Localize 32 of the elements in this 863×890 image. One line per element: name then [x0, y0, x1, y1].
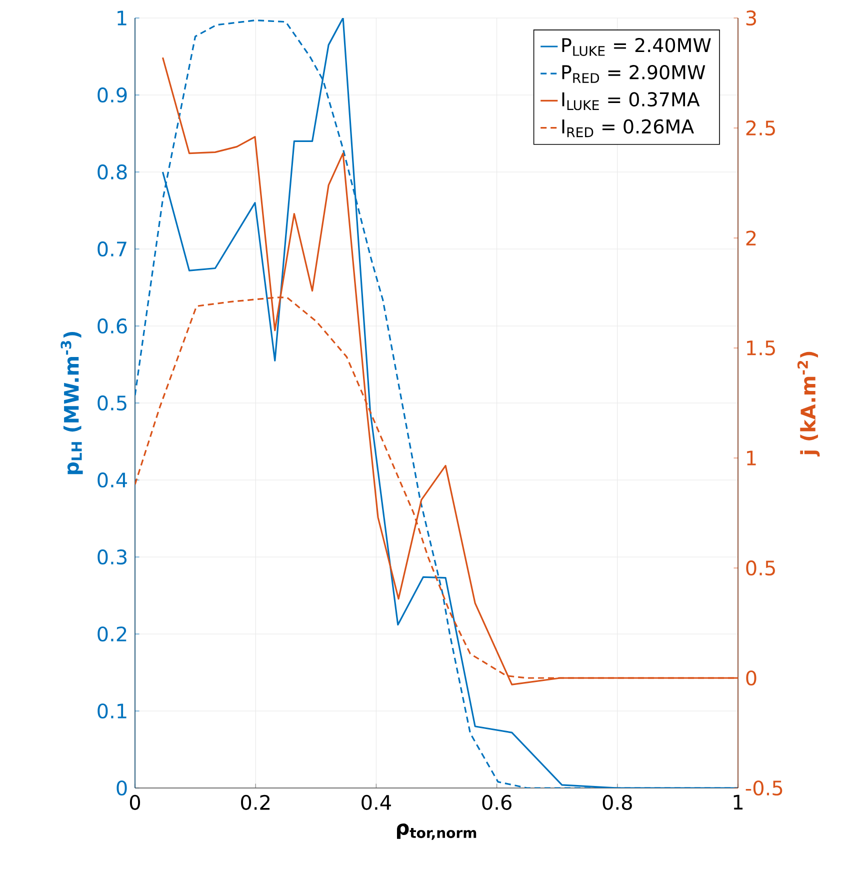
- x-axis-title: ρ$_{tor,norm}$: [396, 824, 476, 840]
- y2-tick-label: 2: [746, 230, 756, 246]
- y2-tick-label: -0.5: [746, 780, 782, 796]
- y-tick-label: 0.7: [98, 241, 126, 257]
- y-tick-label: 0.3: [98, 549, 127, 565]
- y-tick-label: 0.9: [98, 87, 127, 103]
- x-tick-label: 0: [130, 794, 140, 810]
- legend-label: I$_{RED}$ = 0.26MA: [562, 119, 694, 138]
- y-tick-label: 1: [118, 10, 126, 26]
- x-tick-label: 0.4: [362, 794, 391, 810]
- y-tick-label: 0.2: [98, 626, 126, 642]
- y-tick-label: 0.1: [98, 703, 126, 719]
- y2-tick-label: 2.5: [746, 120, 775, 136]
- legend-label: I$_{LUKE}$ = 0.37MA: [562, 92, 700, 110]
- x-tick-label: 0.2: [241, 794, 270, 810]
- y2-axis-title: j (kA.m$^{-2}$): [797, 352, 820, 457]
- legend-label: P$_{RED}$ = 2.90MW: [562, 65, 706, 83]
- y2-tick-label: 1.5: [747, 340, 775, 356]
- x-tick-label: 1: [734, 794, 743, 810]
- y2-tick-label: 1: [747, 450, 756, 466]
- y2-tick-label: 3: [746, 10, 756, 26]
- y-tick-label: 0: [116, 780, 127, 796]
- y-tick-label: 0.5: [98, 395, 126, 411]
- legend-label: P$_{LUKE}$ = 2.40MW: [562, 38, 711, 56]
- y2-tick-label: 0: [746, 670, 756, 686]
- y-axis-title: p$_{LH}$ (MW.m$^{-3}$): [60, 332, 83, 474]
- y2-tick-label: 0.5: [746, 560, 775, 576]
- x-tick-label: 0.6: [482, 794, 512, 810]
- y-tick-label: 0.6: [98, 318, 127, 334]
- y-tick-label: 0.4: [98, 472, 128, 488]
- x-tick-label: 0.8: [602, 794, 632, 810]
- y-tick-label: 0.8: [98, 164, 127, 180]
